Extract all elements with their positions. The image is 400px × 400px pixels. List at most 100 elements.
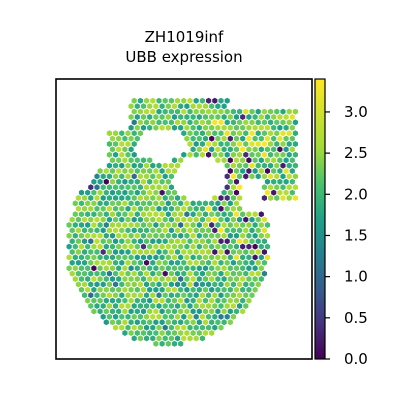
spot-marker: [249, 173, 255, 180]
spot-marker: [209, 319, 215, 326]
spot-marker: [218, 119, 224, 126]
spot-marker: [261, 270, 267, 277]
spot-marker: [252, 265, 258, 272]
spot-marker: [140, 222, 147, 228]
spot-marker: [224, 173, 230, 180]
spot-marker: [122, 168, 128, 174]
spot-marker: [206, 216, 212, 223]
spot-marker: [190, 114, 196, 120]
spot-marker: [277, 135, 283, 142]
spot-marker: [122, 146, 128, 153]
spot-marker: [209, 254, 215, 261]
spot-marker: [178, 319, 184, 326]
spot-marker: [116, 286, 122, 293]
spot-marker: [181, 335, 187, 342]
spot-marker: [175, 108, 181, 115]
spot-marker: [230, 195, 236, 201]
spot-marker: [168, 249, 174, 255]
spot-marker: [150, 238, 156, 245]
spot-marker: [82, 259, 88, 266]
spot-marker: [190, 103, 196, 110]
spot-marker: [131, 141, 137, 147]
spot-marker: [134, 276, 140, 282]
spot-marker: [171, 157, 178, 164]
spot-marker: [264, 243, 271, 250]
spot-marker: [243, 259, 249, 266]
spot-marker: [109, 297, 116, 304]
spot-marker: [230, 238, 236, 245]
spot-marker: [116, 146, 122, 153]
spot-marker: [69, 270, 75, 277]
spot-marker: [128, 222, 134, 228]
spot-marker: [218, 195, 224, 201]
spot-marker: [109, 200, 116, 207]
spot-marker: [165, 308, 171, 315]
spot-marker: [243, 173, 249, 180]
spot-marker: [165, 286, 171, 293]
spot-marker: [178, 211, 184, 218]
spot-marker: [193, 216, 199, 223]
spot-marker: [103, 286, 109, 293]
spot-marker: [206, 292, 212, 299]
spot-marker: [134, 189, 140, 196]
spot-marker: [147, 124, 153, 131]
spot-marker: [88, 303, 94, 309]
spot-marker: [171, 330, 178, 336]
spot-marker: [212, 216, 218, 223]
spot-marker: [91, 297, 97, 304]
spot-marker: [193, 270, 199, 277]
spot-marker: [218, 141, 224, 147]
spot-marker: [113, 173, 119, 180]
spot-marker: [137, 216, 143, 223]
spot-marker: [88, 205, 94, 212]
spot-marker: [75, 205, 81, 212]
spot-marker: [187, 130, 193, 137]
spot-marker: [243, 249, 249, 255]
spot-marker: [175, 335, 181, 342]
spot-marker: [162, 335, 168, 342]
spot-marker: [196, 286, 202, 293]
spot-marker: [137, 130, 143, 137]
spot-marker: [119, 292, 125, 299]
spot-marker: [178, 124, 184, 131]
spot-marker: [144, 173, 150, 180]
spot-marker: [119, 281, 125, 288]
spot-marker: [178, 254, 184, 261]
spot-marker: [258, 211, 264, 218]
spot-marker: [88, 249, 94, 255]
spot-marker: [153, 319, 159, 326]
spot-marker: [227, 232, 233, 239]
spot-marker: [165, 114, 171, 120]
spot-marker: [100, 270, 106, 277]
spot-marker: [125, 162, 131, 169]
spot-marker: [72, 276, 78, 282]
spot-marker: [106, 292, 112, 299]
spot-marker: [181, 303, 187, 309]
spot-marker: [224, 119, 230, 126]
spot-marker: [227, 319, 233, 326]
spot-marker: [246, 211, 252, 218]
spot-marker: [218, 205, 224, 212]
spot-marker: [184, 114, 190, 120]
spot-marker: [94, 216, 100, 223]
spot-marker: [171, 243, 178, 250]
spot-marker: [119, 270, 125, 277]
spot-marker: [209, 222, 215, 228]
spot-marker: [128, 232, 134, 239]
spot-marker: [181, 249, 187, 255]
spot-marker: [209, 243, 215, 250]
spot-marker: [109, 308, 116, 315]
spot-marker: [243, 216, 249, 223]
spot-marker: [277, 146, 283, 153]
spot-marker: [261, 130, 267, 137]
spot-marker: [165, 330, 171, 336]
spot-marker: [85, 243, 91, 250]
spot-marker: [109, 222, 116, 228]
spot-marker: [190, 146, 196, 153]
spot-marker: [91, 211, 97, 218]
spot-marker: [184, 222, 190, 228]
spot-marker: [140, 114, 147, 120]
spot-marker: [113, 205, 119, 212]
spot-marker: [193, 281, 199, 288]
spot-marker: [171, 124, 178, 131]
